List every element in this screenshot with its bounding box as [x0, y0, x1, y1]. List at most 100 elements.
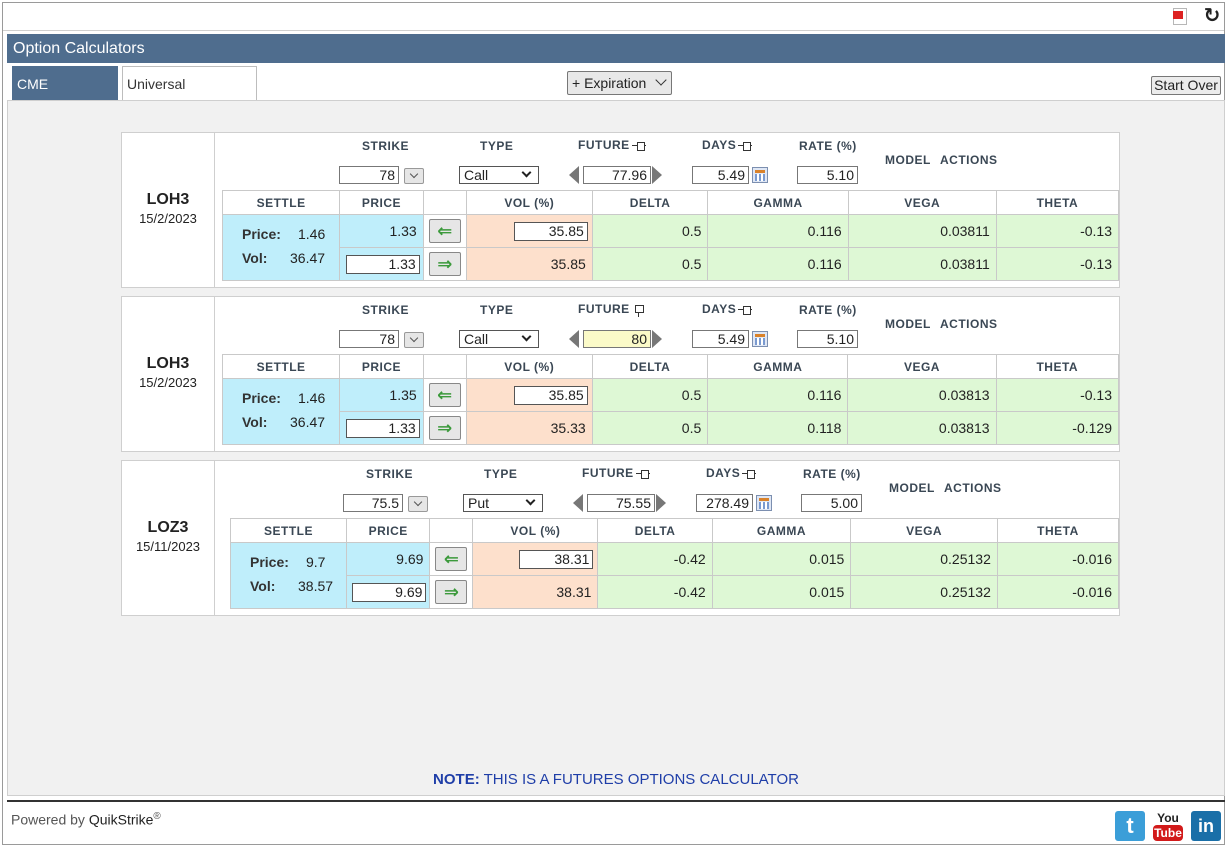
future-decrement-arrow[interactable]: [569, 330, 579, 348]
calendar-icon[interactable]: [752, 167, 768, 183]
delta-value: 0.5: [591, 247, 709, 281]
future-increment-arrow[interactable]: [652, 166, 662, 184]
vol-column-header: VOL (%): [472, 518, 599, 543]
calc-price-from-vol-button[interactable]: ⇐: [435, 547, 468, 571]
future-header: FUTURE: [582, 466, 650, 480]
gamma-column-header: GAMMA: [707, 190, 849, 215]
add-expiration-button[interactable]: + Expiration: [567, 71, 672, 95]
table-row: 9.69 ⇒ 38.31 -0.42 0.015 0.25132 -0.016: [231, 575, 1120, 609]
vega-column-header: VEGA: [847, 354, 997, 379]
type-select[interactable]: Call: [459, 330, 539, 348]
vol-input[interactable]: 38.31: [519, 549, 594, 569]
calc-price-from-vol-button[interactable]: ⇐: [428, 219, 461, 243]
rate-header: RATE (%): [803, 467, 861, 481]
tab-universal-calculator[interactable]: Universal Calculator: [122, 66, 257, 126]
days-header-label: DAYS: [706, 466, 741, 480]
refresh-icon[interactable]: ↻: [1203, 5, 1221, 27]
theta-value: -0.13: [995, 378, 1120, 412]
footer-divider: [7, 800, 1225, 802]
arrow-left-icon: ⇐: [437, 221, 453, 241]
rate-input[interactable]: 5.10: [797, 166, 858, 184]
strike-input[interactable]: 78: [339, 166, 399, 184]
rate-input[interactable]: 5.10: [797, 330, 858, 348]
pricing-table: SETTLE PRICE VOL (%) DELTA GAMMA VEGA TH…: [230, 518, 1120, 609]
twitter-icon[interactable]: [1115, 811, 1145, 841]
settle-vol-value: 36.47: [290, 250, 326, 266]
arrow-right-icon: ⇒: [437, 254, 453, 274]
delta-value: 0.5: [591, 214, 709, 248]
vol-output: 35.85: [465, 247, 593, 281]
vol-input[interactable]: 35.85: [513, 385, 588, 405]
pin-icon[interactable]: [742, 469, 757, 479]
type-select[interactable]: Put: [463, 494, 543, 512]
future-decrement-arrow[interactable]: [573, 494, 583, 512]
strike-header: STRIKE: [366, 467, 414, 481]
future-input[interactable]: 77.96: [583, 166, 651, 184]
calendar-icon[interactable]: [752, 331, 768, 347]
gamma-value: 0.116: [707, 378, 849, 412]
arrow-left-icon: ⇐: [437, 385, 453, 405]
type-select[interactable]: Call: [459, 166, 539, 184]
future-input[interactable]: 75.55: [587, 494, 655, 512]
future-header: FUTURE: [578, 138, 646, 152]
price-output: 1.35: [339, 378, 424, 412]
strike-dropdown-button[interactable]: [404, 332, 424, 348]
pin-icon[interactable]: [738, 141, 753, 151]
note-prefix: NOTE:: [433, 771, 480, 788]
linkedin-icon[interactable]: [1191, 811, 1221, 841]
pin-icon[interactable]: [632, 304, 646, 317]
note-text: THIS IS A FUTURES OPTIONS CALCULATOR: [483, 771, 799, 788]
vega-value: 0.03813: [847, 411, 997, 445]
settle-price-label: Price:: [250, 554, 289, 570]
price-input-cell: 9.69: [345, 575, 431, 609]
strike-header: STRIKE: [362, 139, 410, 153]
contract-expiry-date: 15/2/2023: [139, 375, 197, 390]
days-input[interactable]: 278.49: [696, 494, 753, 512]
calc-vol-from-price-button[interactable]: ⇒: [428, 252, 461, 276]
settle-price-value: 9.7: [306, 554, 326, 570]
vol-input[interactable]: 35.85: [513, 221, 588, 241]
calendar-icon[interactable]: [756, 495, 772, 511]
pdf-icon[interactable]: [1173, 8, 1187, 25]
rate-input[interactable]: 5.00: [801, 494, 862, 512]
youtube-icon[interactable]: You Tube: [1153, 811, 1183, 841]
arrow-right-icon: ⇒: [437, 418, 453, 438]
action-column-header: [422, 354, 467, 379]
strike-input[interactable]: 78: [339, 330, 399, 348]
pin-icon[interactable]: [631, 141, 646, 151]
price-input[interactable]: 1.33: [345, 418, 420, 438]
pricing-table: SETTLE PRICE VOL (%) DELTA GAMMA VEGA TH…: [221, 354, 1120, 445]
calc-vol-from-price-button[interactable]: ⇒: [428, 416, 461, 440]
youtube-you-text: You: [1157, 811, 1179, 825]
calc-price-from-vol-button[interactable]: ⇐: [428, 383, 461, 407]
vega-value: 0.03811: [847, 247, 997, 281]
future-header: FUTURE: [578, 302, 646, 317]
future-increment-arrow[interactable]: [652, 330, 662, 348]
table-header-row: SETTLE PRICE VOL (%) DELTA GAMMA VEGA TH…: [230, 518, 1120, 543]
vega-column-header: VEGA: [850, 518, 998, 543]
strike-dropdown-button[interactable]: [408, 496, 428, 512]
theta-column-header: THETA: [995, 190, 1120, 215]
price-input[interactable]: 1.33: [345, 254, 420, 274]
pin-icon[interactable]: [738, 305, 753, 315]
price-input[interactable]: 9.69: [352, 582, 427, 602]
days-input[interactable]: 5.49: [692, 166, 749, 184]
settle-cell: Price: 1.46 Vol: 36.47: [221, 214, 341, 281]
table-row: 1.33 ⇒ 35.33 0.5 0.118 0.03813 -0.129: [223, 411, 1120, 445]
future-input[interactable]: 80: [583, 330, 651, 348]
action-cell: ⇐: [422, 378, 467, 412]
start-over-button[interactable]: Start Over: [1151, 76, 1221, 95]
future-decrement-arrow[interactable]: [569, 166, 579, 184]
pin-icon[interactable]: [635, 469, 650, 479]
calc-vol-from-price-button[interactable]: ⇒: [435, 580, 468, 604]
future-increment-arrow[interactable]: [656, 494, 666, 512]
strike-input[interactable]: 75.5: [343, 494, 403, 512]
option-calculator: LOZ3 15/11/2023 STRIKE TYPE FUTURE DAYS …: [121, 460, 1120, 616]
tab-cme-calculator[interactable]: CME Calculator: [12, 66, 118, 126]
table-row: Price: 1.46 Vol: 36.47 1.35 ⇐ 35.85 0.5 …: [221, 378, 1120, 445]
price-output: 9.69: [345, 542, 431, 576]
strike-dropdown-button[interactable]: [404, 168, 424, 184]
type-select-value: Call: [464, 167, 489, 183]
chevron-down-icon: [521, 167, 532, 178]
days-input[interactable]: 5.49: [692, 330, 749, 348]
